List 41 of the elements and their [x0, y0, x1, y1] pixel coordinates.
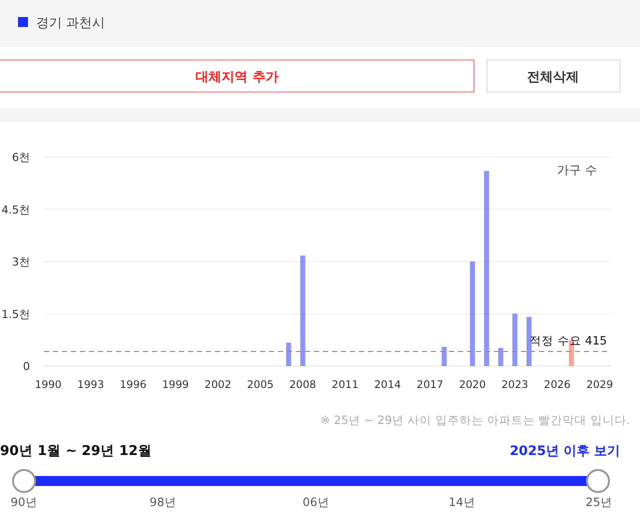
bar: [498, 348, 504, 366]
button-add: 대체지역 추가: [0, 60, 474, 92]
x-tick-label: 2002: [204, 379, 232, 391]
bar: [300, 256, 306, 366]
y-tick-label: 3천: [12, 256, 30, 268]
x-tick-label: 2020: [459, 379, 486, 391]
ref-line-label: 적정 수요 415: [530, 334, 607, 348]
button-clear: 전체삭제: [486, 60, 620, 92]
x-tick-label: 1990: [34, 379, 62, 391]
y-tick-label: 0: [23, 360, 30, 373]
x-tick-label: 2017: [416, 379, 444, 391]
x-tick-label: 2011: [332, 379, 359, 391]
text: 14년: [448, 495, 476, 509]
x-tick-label: 2008: [289, 379, 316, 391]
y-axis-title: 가구 수: [557, 163, 597, 177]
x-tick-label: 1993: [77, 379, 104, 391]
bar: [484, 170, 490, 366]
x-tick-label: 2005: [246, 379, 274, 391]
text: 2025년 이후 보기: [510, 444, 620, 459]
x-tick-label: 2023: [501, 379, 528, 391]
x-tick-label: 2026: [544, 379, 571, 391]
text: ※ 25년 ~ 29년 사이 입주하는 아파트는 빨간막대 입니다.: [320, 413, 630, 427]
legend: 경기 과천시: [18, 16, 106, 31]
bar: [470, 262, 475, 366]
y-tick-label: 1.5천: [2, 308, 30, 321]
x-tick-label: 1996: [120, 379, 147, 391]
x-tick-label: 2014: [374, 379, 402, 391]
y-tick-label: 4.5천: [2, 203, 30, 216]
text: 90년: [10, 495, 38, 509]
x-tick-label: 1999: [162, 379, 189, 391]
text: 98년: [150, 495, 176, 509]
x-tick-label: 2029: [586, 379, 614, 391]
legend-label: 경기 과천시: [36, 16, 106, 31]
bar: [526, 316, 532, 366]
bar: [512, 314, 518, 366]
bar: [442, 346, 447, 366]
text: 90년 1월 ~ 29년 12월: [0, 443, 152, 459]
text: 06년: [302, 495, 330, 509]
y-tick-label: 6천: [12, 151, 30, 164]
bar: [286, 342, 292, 366]
text: 25년: [586, 495, 612, 509]
